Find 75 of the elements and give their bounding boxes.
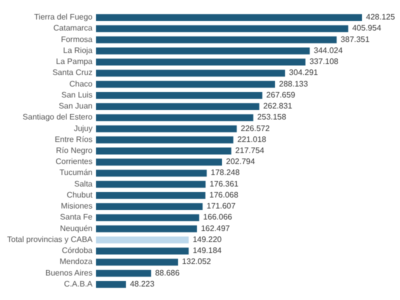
bar [96,270,152,277]
y-tick-label: Misiones [60,202,92,211]
data-label: 221.018 [237,134,267,144]
y-tick-label: Córdoba [62,246,94,256]
data-label: 162.497 [200,224,230,233]
y-tick-label: San Luis [61,90,92,100]
bar [96,70,286,77]
y-tick-label: Total provincias y CABA [7,234,94,244]
bar [96,80,276,88]
bar [96,58,306,66]
data-label: 132.052 [182,257,212,266]
y-tick-label: Tierra del Fuego [34,12,94,22]
bar [96,192,206,199]
data-label: 253.158 [257,112,287,122]
bar [96,25,348,32]
bar [96,136,234,144]
y-tick-label: C.A.B.A [64,279,94,288]
y-tick-label: Jujuy [74,124,92,133]
bar [96,225,197,232]
bar [96,148,232,154]
bar [96,214,200,222]
data-label: 217.754 [235,146,265,155]
y-tick-label: Formosa [60,34,94,44]
data-label: 267.659 [266,90,296,100]
bar [96,180,206,188]
data-label: 149.220 [192,234,222,244]
y-tick-label: Santa Cruz [52,68,92,78]
y-tick-label: Chubut [66,190,94,200]
data-label: 88.686 [155,268,180,278]
y-tick-label: La Pampa [56,57,94,66]
y-tick-label: Mendoza [60,257,94,266]
y-tick-label: Santiago del Estero [22,112,94,122]
bar [96,258,178,266]
data-label: 178.248 [210,168,240,178]
y-tick-label: Tucumán [59,168,92,178]
bar [96,14,362,22]
y-tick-label: La Rioja [63,46,94,55]
y-tick-label: Salta [74,179,94,188]
data-label: 176.361 [210,179,240,188]
y-tick-label: Corrientes [56,157,92,166]
y-tick-label: Catamarca [53,24,94,33]
y-tick-label: Chaco [69,79,94,88]
y-tick-label: Entre Ríos [54,134,92,144]
bar [96,36,337,44]
data-label: 262.831 [263,102,293,111]
bar [96,103,260,110]
data-label: 149.184 [192,246,222,256]
bar [96,114,254,122]
data-label: 171.607 [206,202,236,211]
data-label: 304.291 [289,68,319,78]
data-label: 202.794 [226,157,256,166]
bar [96,125,237,132]
data-label: 344.024 [314,46,344,55]
data-label: 166.066 [203,212,233,222]
bar [96,203,203,210]
y-tick-label: Río Negro [56,146,94,155]
bar [96,248,189,255]
y-tick-label: San Juan [58,102,92,111]
data-label: 387.351 [340,34,370,44]
data-label: 337.108 [309,57,339,66]
y-tick-label: Buenos Aires [45,268,92,278]
bar [96,236,189,244]
data-label: 176.068 [209,190,239,200]
data-label: 288.133 [279,79,308,88]
bar [96,280,126,288]
bar [96,158,222,166]
data-label: 48.223 [130,279,155,288]
y-tick-label: Neuquén [60,224,92,233]
bar [96,170,207,177]
bar [96,92,262,99]
bar [96,47,310,54]
data-label: 405.954 [352,24,382,33]
data-label: 428.125 [366,12,396,22]
data-label: 226.572 [240,124,270,133]
y-tick-label: Santa Fe [60,212,94,222]
